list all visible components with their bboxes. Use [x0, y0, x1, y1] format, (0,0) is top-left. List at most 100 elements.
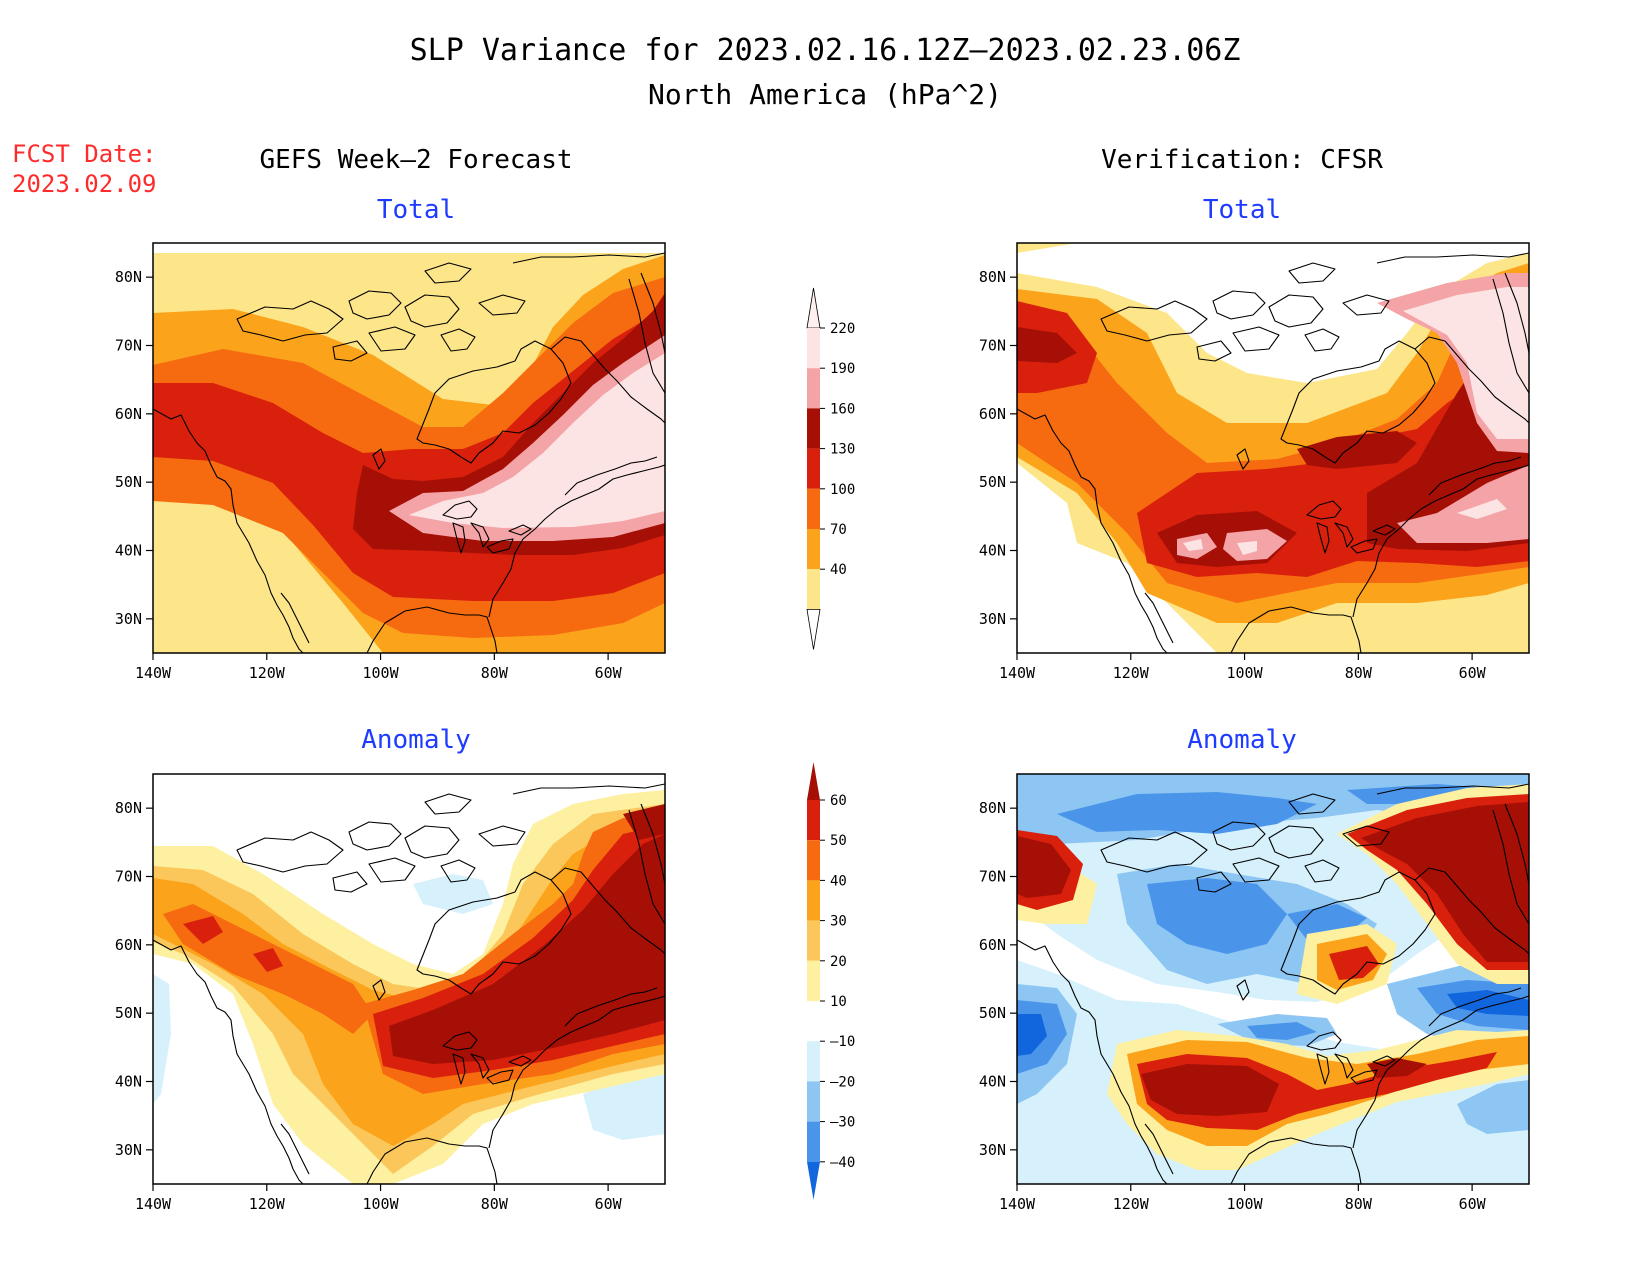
x-tick-label: 100W: [362, 664, 399, 682]
y-tick-label: 70N: [115, 868, 142, 886]
column-title-forecast: GEFS Week–2 Forecast: [259, 145, 572, 175]
x-tick-label: 140W: [135, 1195, 172, 1213]
x-tick-label: 120W: [1113, 1195, 1150, 1213]
colorbar-anomaly-swatch: [807, 1001, 820, 1042]
panel-title-forecast-anomaly: Anomaly: [361, 725, 471, 755]
colorbar-anomaly-label: 30: [830, 914, 847, 930]
colorbar-total-label: 100: [830, 482, 855, 498]
y-tick-label: 70N: [979, 868, 1006, 886]
colorbar-total-swatch: [807, 328, 820, 369]
colorbar-anomaly-label: 40: [830, 873, 847, 889]
y-tick-label: 30N: [979, 1141, 1006, 1159]
x-tick-label: 120W: [249, 1195, 286, 1213]
colorbar-total-swatch: [807, 569, 820, 610]
y-tick-label: 50N: [115, 1004, 142, 1022]
y-tick-label: 40N: [115, 542, 142, 560]
colorbar-total: 220 190 160 130 100 70 40: [806, 287, 855, 650]
fcst-date-label: FCST Date:: [12, 140, 157, 168]
colorbar-total-swatch: [807, 368, 820, 409]
colorbar-total-label: 40: [830, 562, 847, 578]
x-axis: 140W 120W 100W 80W 60W: [999, 653, 1487, 682]
panel-title-forecast-total: Total: [377, 195, 455, 225]
colorbar-total-label: 130: [830, 442, 855, 458]
x-tick-label: 80W: [481, 664, 509, 682]
colorbar-anomaly-label: –40: [830, 1155, 855, 1171]
y-tick-label: 80N: [979, 268, 1006, 286]
y-tick-label: 80N: [115, 799, 142, 817]
y-axis: 30N 40N 50N 60N 70N 80N: [979, 268, 1017, 628]
column-title-verification: Verification: CFSR: [1101, 145, 1383, 175]
colorbar-total-label: 190: [830, 361, 855, 377]
y-tick-label: 50N: [979, 1004, 1006, 1022]
y-tick-label: 60N: [115, 405, 142, 423]
x-tick-label: 80W: [1345, 664, 1373, 682]
x-axis: 140W 120W 100W 80W 60W: [135, 653, 623, 682]
y-tick-label: 30N: [115, 610, 142, 628]
colorbar-anomaly-label: 20: [830, 954, 847, 970]
colorbar-anomaly-label: –20: [830, 1074, 855, 1090]
colorbar-anomaly-label: 50: [830, 833, 847, 849]
y-tick-label: 40N: [979, 1073, 1006, 1091]
colorbar-total-swatch: [807, 448, 820, 489]
y-axis: 30N 40N 50N 60N 70N 80N: [979, 799, 1017, 1159]
colorbar-anomaly-swatch: [807, 840, 820, 881]
map-panel-forecast-total: 140W 120W 100W 80W 60W 30N 40N 50N 60N 70N 80N: [115, 242, 666, 682]
y-tick-label: 70N: [115, 337, 142, 355]
x-tick-label: 100W: [1226, 664, 1263, 682]
colorbar-total-label: 70: [830, 522, 847, 538]
colorbar-total-swatch: [807, 488, 820, 529]
y-tick-label: 30N: [115, 1141, 142, 1159]
y-tick-label: 80N: [115, 268, 142, 286]
x-tick-label: 60W: [1459, 1195, 1487, 1213]
colorbar-anomaly-swatch: [807, 800, 820, 841]
x-tick-label: 100W: [362, 1195, 399, 1213]
y-tick-label: 30N: [979, 610, 1006, 628]
main-subtitle: North America (hPa^2): [648, 78, 1002, 111]
panel-title-verification-total: Total: [1203, 195, 1281, 225]
y-tick-label: 50N: [979, 473, 1006, 491]
panel-title-verification-anomaly: Anomaly: [1187, 725, 1297, 755]
x-tick-label: 120W: [249, 664, 286, 682]
colorbar-anomaly-swatch: [807, 1121, 820, 1162]
map-panel-verification-anomaly: 140W 120W 100W 80W 60W 30N 40N 50N 60N 70N 80N: [979, 773, 1530, 1213]
y-tick-label: 70N: [979, 337, 1006, 355]
colorbar-anomaly-swatch: [807, 880, 820, 921]
y-axis: 30N 40N 50N 60N 70N 80N: [115, 799, 153, 1159]
y-tick-label: 60N: [115, 936, 142, 954]
colorbar-anomaly-label: 60: [830, 793, 847, 809]
map-panel-forecast-anomaly: 140W 120W 100W 80W 60W 30N 40N 50N 60N 70N 80N: [115, 773, 666, 1213]
colorbar-anomaly-swatch: [807, 1041, 820, 1082]
colorbar-anomaly-label: 10: [830, 994, 847, 1010]
colorbar-anomaly-swatch: [807, 960, 820, 1001]
colorbar-total-label: 220: [830, 321, 855, 337]
x-tick-label: 60W: [595, 1195, 623, 1213]
x-tick-label: 100W: [1226, 1195, 1263, 1213]
x-tick-label: 80W: [1345, 1195, 1373, 1213]
y-tick-label: 60N: [979, 405, 1006, 423]
colorbar-anomaly-swatch: [807, 920, 820, 961]
colorbar-anomaly-label: –30: [830, 1115, 855, 1131]
colorbar-total-label: 160: [830, 401, 855, 417]
x-tick-label: 140W: [999, 664, 1036, 682]
x-axis: 140W 120W 100W 80W 60W: [135, 1184, 623, 1213]
x-axis: 140W 120W 100W 80W 60W: [999, 1184, 1487, 1213]
y-tick-label: 40N: [979, 542, 1006, 560]
x-tick-label: 120W: [1113, 664, 1150, 682]
x-tick-label: 80W: [481, 1195, 509, 1213]
x-tick-label: 140W: [999, 1195, 1036, 1213]
colorbar-total-swatch: [807, 529, 820, 570]
y-tick-label: 50N: [115, 473, 142, 491]
y-tick-label: 40N: [115, 1073, 142, 1091]
colorbar-anomaly-label: –10: [830, 1034, 855, 1050]
fcst-date-value: 2023.02.09: [12, 170, 157, 198]
main-title: SLP Variance for 2023.02.16.12Z–2023.02.…: [410, 33, 1241, 68]
x-tick-label: 60W: [1459, 664, 1487, 682]
colorbar-anomaly-swatch: [807, 1081, 820, 1122]
y-axis: 30N 40N 50N 60N 70N 80N: [115, 268, 153, 628]
x-tick-label: 140W: [135, 664, 172, 682]
colorbar-anomaly: 60 50 40 30 20 10 –10 –20 –30 –40: [807, 762, 855, 1200]
colorbar-total-swatch: [807, 408, 820, 449]
y-tick-label: 80N: [979, 799, 1006, 817]
x-tick-label: 60W: [595, 664, 623, 682]
